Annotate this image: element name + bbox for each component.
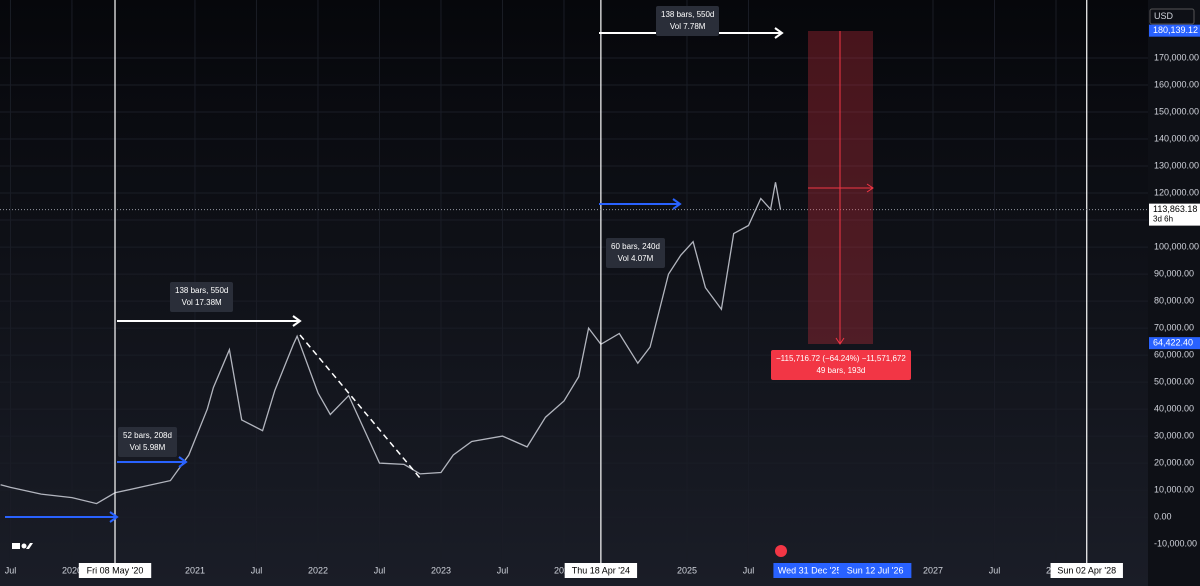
x-tick-label: 2022 — [308, 565, 328, 575]
y-tick-label: 150,000.00 — [1154, 106, 1199, 116]
y-tick-label: 90,000.00 — [1154, 268, 1194, 278]
date-label: Fri 08 May '20 — [87, 565, 144, 575]
label-text: Vol 17.38M — [181, 298, 222, 307]
x-tick-label: 2027 — [923, 565, 943, 575]
price-label: 64,422.40 — [1153, 338, 1193, 348]
arrow-head — [178, 456, 188, 468]
countdown: 3d 6h — [1153, 215, 1173, 224]
x-tick-label: 2025 — [677, 565, 697, 575]
y-tick-label: 160,000.00 — [1154, 79, 1199, 89]
price-label-bg — [1149, 24, 1200, 37]
date-label-bg — [773, 563, 846, 578]
y-tick-label: 70,000.00 — [1154, 322, 1194, 332]
y-tick-label: 40,000.00 — [1154, 403, 1194, 413]
label-text: Vol 5.98M — [129, 443, 166, 452]
label-text: Vol 4.07M — [617, 254, 654, 263]
date-label-bg — [564, 563, 638, 578]
arrow-head — [835, 337, 845, 345]
y-tick-label: 100,000.00 — [1154, 241, 1199, 251]
price-label: 180,139.12 — [1153, 25, 1198, 35]
date-label-bg — [78, 563, 152, 578]
event-icon[interactable] — [775, 545, 787, 557]
y-tick-label: 130,000.00 — [1154, 160, 1199, 170]
x-tick-label: Jul — [251, 565, 263, 575]
y-tick-label: 170,000.00 — [1154, 52, 1199, 62]
y-tick-label: 0.00 — [1154, 511, 1172, 521]
x-tick-label: Jul — [374, 565, 386, 575]
x-tick-label: 2023 — [431, 565, 451, 575]
price-line — [0, 182, 782, 505]
label-text: 52 bars, 208d — [123, 431, 172, 440]
label-text: 60 bars, 240d — [611, 242, 660, 251]
currency-button[interactable] — [1149, 8, 1195, 25]
price-axis — [1148, 0, 1200, 586]
label-text: 49 bars, 193d — [816, 366, 866, 375]
trend-line — [299, 334, 421, 479]
x-tick-label: 2020 — [62, 565, 82, 575]
y-tick-label: -10,000.00 — [1154, 538, 1197, 548]
last-price-label: 113,863.18 — [1153, 204, 1197, 214]
measure-label: 138 bars, 550d Vol 17.38M — [170, 282, 234, 312]
y-tick-label: 30,000.00 — [1154, 430, 1194, 440]
measure-label: 60 bars, 240d Vol 4.07M — [606, 238, 665, 268]
label-text: −115,716.72 (−64.24%) −11,571,672 — [776, 354, 906, 363]
tv-logo — [12, 543, 33, 549]
date-label-bg — [838, 563, 912, 578]
currency[interactable]: USD — [1154, 11, 1174, 21]
y-tick-label: 140,000.00 — [1154, 133, 1199, 143]
arrow-head — [672, 198, 682, 210]
date-label: Sun 12 Jul '26 — [847, 565, 904, 575]
x-tick-label: Jul — [497, 565, 509, 575]
x-tick-label: 2024 — [554, 565, 574, 575]
y-tick-label: 10,000.00 — [1154, 484, 1194, 494]
date-label-bg — [1050, 563, 1123, 578]
measure-label: −115,716.72 (−64.24%) −11,571,672 49 bars… — [771, 350, 911, 380]
date-label: Sun 02 Apr '28 — [1057, 565, 1116, 575]
x-tick-label: Jul — [5, 565, 17, 575]
arrow-head — [866, 183, 874, 193]
arrow-head — [292, 315, 302, 327]
price-label-bg — [1149, 337, 1200, 350]
label-text: 138 bars, 550d — [661, 10, 715, 19]
x-tick-label: Jul — [989, 565, 1001, 575]
label-text: Vol 7.78M — [669, 22, 706, 31]
arrow-head — [774, 27, 784, 39]
arrow-head — [109, 511, 119, 523]
y-tick-label: 80,000.00 — [1154, 295, 1194, 305]
date-label: Thu 18 Apr '24 — [572, 565, 630, 575]
measure-label: 52 bars, 208d Vol 5.98M — [118, 427, 177, 457]
y-tick-label: 50,000.00 — [1154, 376, 1194, 386]
y-tick-label: 20,000.00 — [1154, 457, 1194, 467]
label-text: 138 bars, 550d — [175, 286, 229, 295]
x-tick-label: Jul — [743, 565, 755, 575]
x-tick-label: 2021 — [185, 565, 205, 575]
last-price-bg — [1149, 203, 1200, 226]
y-tick-label: 60,000.00 — [1154, 349, 1194, 359]
y-tick-label: 120,000.00 — [1154, 187, 1199, 197]
measure-label: 138 bars, 550d Vol 7.78M — [656, 6, 720, 36]
date-label: Wed 31 Dec '25 — [778, 565, 842, 575]
